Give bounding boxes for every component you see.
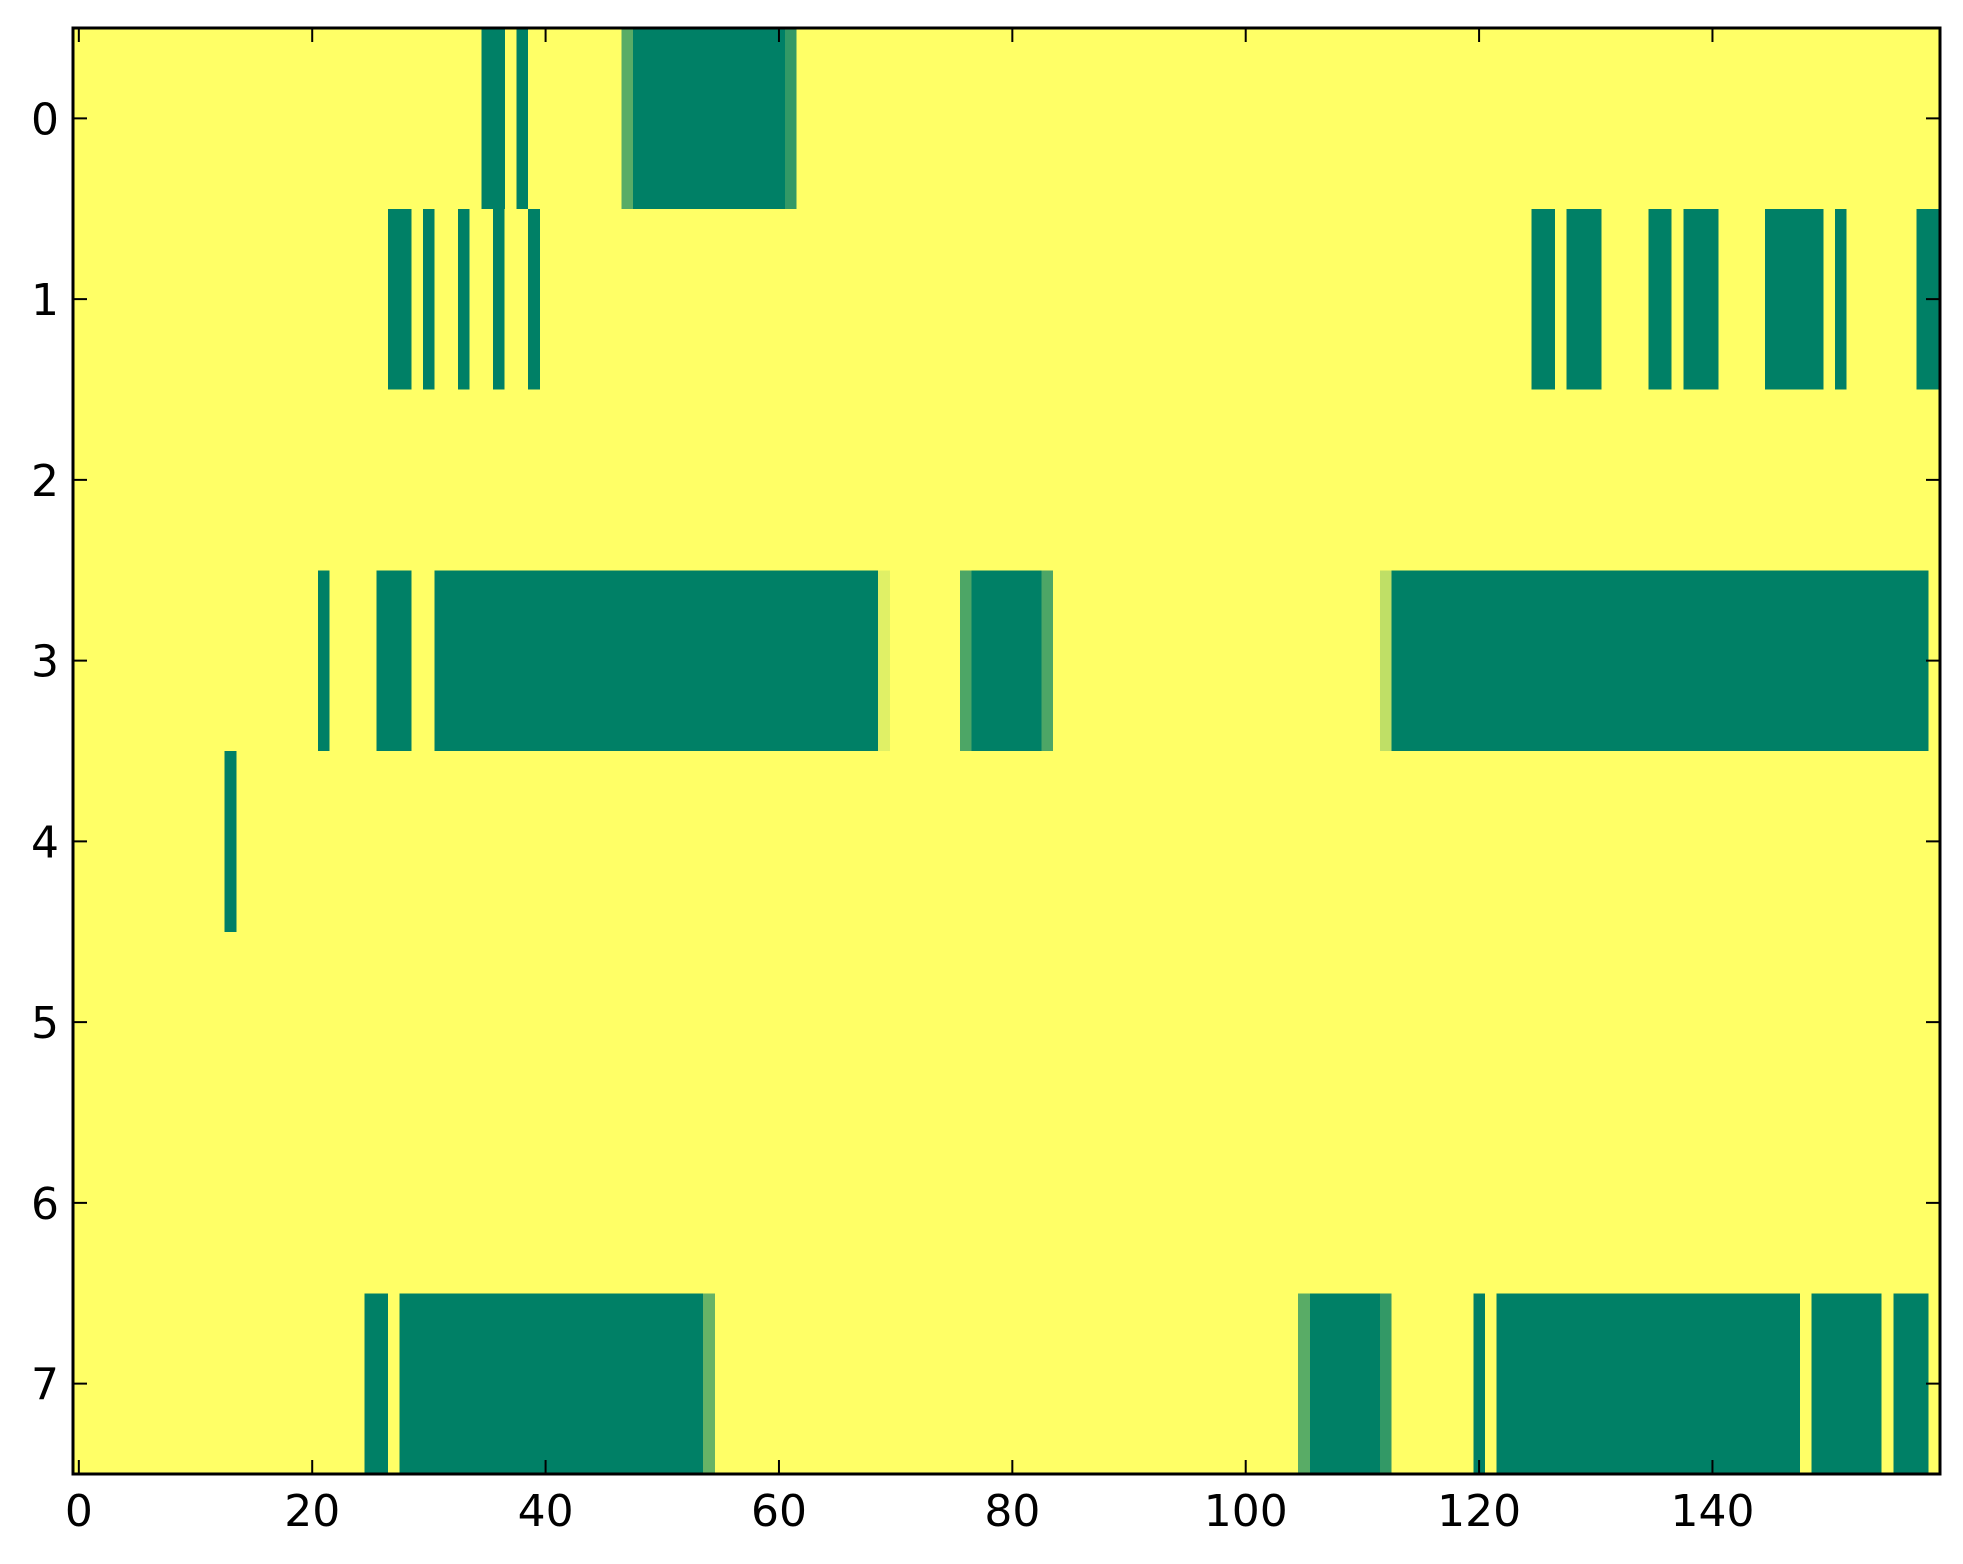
y-tick-label-2: 2	[31, 456, 59, 507]
heatmap-cell-row1-5	[388, 208, 412, 390]
y-tick-label-0: 0	[31, 94, 59, 145]
heatmap-cell-row3-20	[878, 570, 890, 751]
heatmap-cell-row1-13	[1683, 208, 1719, 390]
heatmap-cell-row4-26	[224, 751, 237, 932]
x-tick-label-80: 80	[984, 1486, 1040, 1537]
y-tick-label-3: 3	[31, 637, 59, 688]
heatmap-cell-row0-4	[784, 28, 797, 209]
heatmap-cell-row0-2	[621, 28, 634, 209]
heatmap-cell-row7-29	[703, 1293, 715, 1474]
heatmap-cell-row3-19	[434, 570, 879, 751]
heatmap-cell-row0-1	[516, 28, 529, 209]
x-tick-label-0: 0	[65, 1486, 93, 1537]
heatmap-cell-row7-28	[399, 1293, 704, 1474]
heatmap-cell-row1-10	[1531, 208, 1555, 390]
heatmap-cell-row0-3	[633, 28, 785, 209]
heatmap-cell-row3-25	[1391, 570, 1929, 751]
tick-labels: 0 20 40 60 80 100 120 140 0 1 2 3 4 5 6 7	[31, 94, 1754, 1537]
y-tick-label-7: 7	[31, 1360, 59, 1411]
heatmap-cell-row0-0	[481, 28, 505, 209]
x-tick-label-100: 100	[1204, 1486, 1288, 1537]
x-tick-label-120: 120	[1437, 1486, 1521, 1537]
heatmap-cell-row1-8	[493, 208, 505, 390]
x-tick-label-140: 140	[1670, 1486, 1754, 1537]
heatmap-cell-row3-22	[971, 570, 1042, 751]
heatmap-cell-row7-36	[1893, 1293, 1929, 1474]
y-tick-label-5: 5	[31, 998, 59, 1049]
x-tick-label-20: 20	[284, 1486, 340, 1537]
y-tick-label-1: 1	[31, 275, 59, 326]
heatmap-cell-row1-6	[423, 208, 435, 390]
heatmap-cell-row7-27	[364, 1293, 389, 1474]
heatmap-cells	[224, 28, 1940, 1474]
plot-frame	[71, 26, 1942, 1476]
heatmap-cell-row3-21	[959, 570, 972, 751]
x-tick-label-60: 60	[751, 1486, 807, 1537]
heatmap-cell-row1-7	[458, 208, 470, 390]
axis-ticks	[73, 28, 1940, 1474]
heatmap-cell-row7-35	[1811, 1293, 1882, 1474]
heatmap-cell-row7-32	[1379, 1293, 1392, 1474]
heatmap-cell-row3-17	[318, 570, 330, 751]
heatmap-cell-row1-9	[528, 208, 540, 390]
heatmap-cell-row7-33	[1473, 1293, 1485, 1474]
heatmap-cell-row7-31	[1309, 1293, 1380, 1474]
heatmap-cell-row1-12	[1648, 208, 1672, 390]
y-tick-label-4: 4	[31, 817, 59, 868]
heatmap-cell-row1-15	[1834, 208, 1847, 390]
heatmap-cell-row7-30	[1298, 1293, 1310, 1474]
y-tick-label-6: 6	[31, 1179, 59, 1230]
heatmap-cell-row3-18	[376, 570, 412, 751]
heatmap-cell-row3-24	[1379, 570, 1392, 751]
heatmap-cell-row1-14	[1764, 208, 1824, 390]
x-tick-label-40: 40	[518, 1486, 574, 1537]
heatmap-cell-row7-34	[1496, 1293, 1800, 1474]
heatmap-cell-row3-23	[1041, 570, 1054, 751]
heatmap-cell-row1-11	[1566, 208, 1602, 390]
